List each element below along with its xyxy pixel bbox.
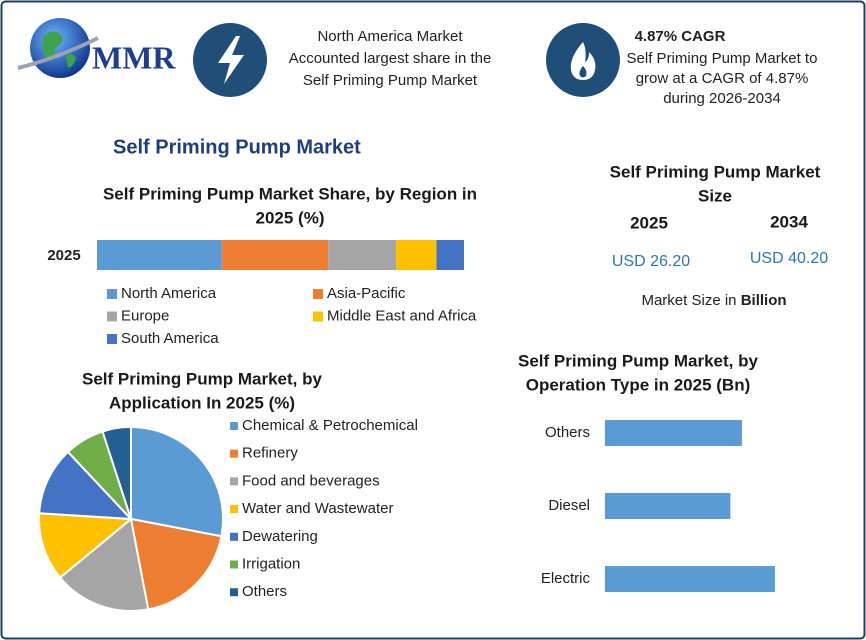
legend-swatch [107,289,117,299]
legend-swatch [230,449,238,458]
legend-swatch [107,311,117,322]
lightning-icon [218,36,244,84]
legend-swatch [313,289,323,299]
legend-swatch [107,334,117,344]
legend-swatch [230,422,238,430]
size-title: Self Priming Pump Market [610,162,821,181]
bar [605,566,775,592]
logo-swoosh [17,36,99,70]
size-year: 2034 [770,212,808,231]
chart-title: Self Priming Pump Market, by [82,369,322,388]
bar [605,493,731,519]
logo-land [42,31,76,68]
highlight-text: Accounted largest share in the [289,50,492,67]
highlight-text: Self Priming Pump Market [303,72,478,89]
cagr-title: 4.87% CAGR [635,28,726,45]
bar [605,420,742,446]
chart-title: Self Priming Pump Market Share, by Regio… [103,184,477,203]
bar-segment [221,240,329,270]
category-label: 2025 [47,247,80,264]
category-label: Electric [541,570,591,587]
chart-title: Application In 2025 (%) [109,393,295,412]
pie-slice [101,425,132,520]
size-note-text: Market Size in [641,292,736,309]
highlight-text: North America Market [317,28,463,45]
bar-segment [436,240,464,270]
chart-title: Operation Type in 2025 (Bn) [526,375,751,394]
legend-label: South America [121,330,219,347]
legend-swatch [313,311,323,322]
legend-swatch [230,588,238,597]
legend-swatch [230,560,238,569]
logo: MMR [17,18,176,78]
size-title: Size [698,186,732,205]
pie-slice [130,425,224,538]
size-note-unit: Billion [741,292,787,309]
category-label: Diesel [548,497,590,514]
legend-label: Asia-Pacific [327,285,406,302]
pie-slice [58,517,150,612]
legend-label: Others [242,583,287,600]
size-value: USD 40.20 [750,250,828,267]
legend-swatch [230,532,238,541]
pie-slice [38,450,134,521]
legend-label: Europe [121,307,169,324]
legend-label: Food and beverages [242,472,380,489]
bar-segment [97,240,222,270]
pie-slice [129,517,223,611]
size-value: USD 26.20 [612,253,690,270]
legend-label: Refinery [242,445,298,462]
bar-segment [396,240,437,270]
legend-swatch [230,477,238,486]
legend-swatch [230,505,238,514]
legend-label: Irrigation [242,555,300,572]
size-note: Market Size in Billion [641,292,786,309]
cagr-text: Self Priming Pump Market to [627,50,818,67]
chart-title: 2025 (%) [256,208,325,227]
logo-text: MMR [92,39,176,75]
category-label: Others [545,424,590,441]
flame-icon [570,42,596,80]
chart-title: Self Priming Pump Market, by [518,351,758,370]
legend-label: Dewatering [242,528,318,545]
main-title: Self Priming Pump Market [113,136,361,158]
legend-label: Chemical & Petrochemical [242,417,418,434]
logo-globe [30,18,90,78]
legend-label: Water and Wastewater [242,500,393,517]
bar-segment [328,240,397,270]
legend-label: North America [121,285,217,302]
size-year: 2025 [630,213,668,232]
cagr-text: during 2026-2034 [663,90,781,107]
pie-slice [38,512,134,580]
cagr-text: grow at a CAGR of 4.87% [636,70,809,87]
legend-label: Middle East and Africa [327,307,477,324]
